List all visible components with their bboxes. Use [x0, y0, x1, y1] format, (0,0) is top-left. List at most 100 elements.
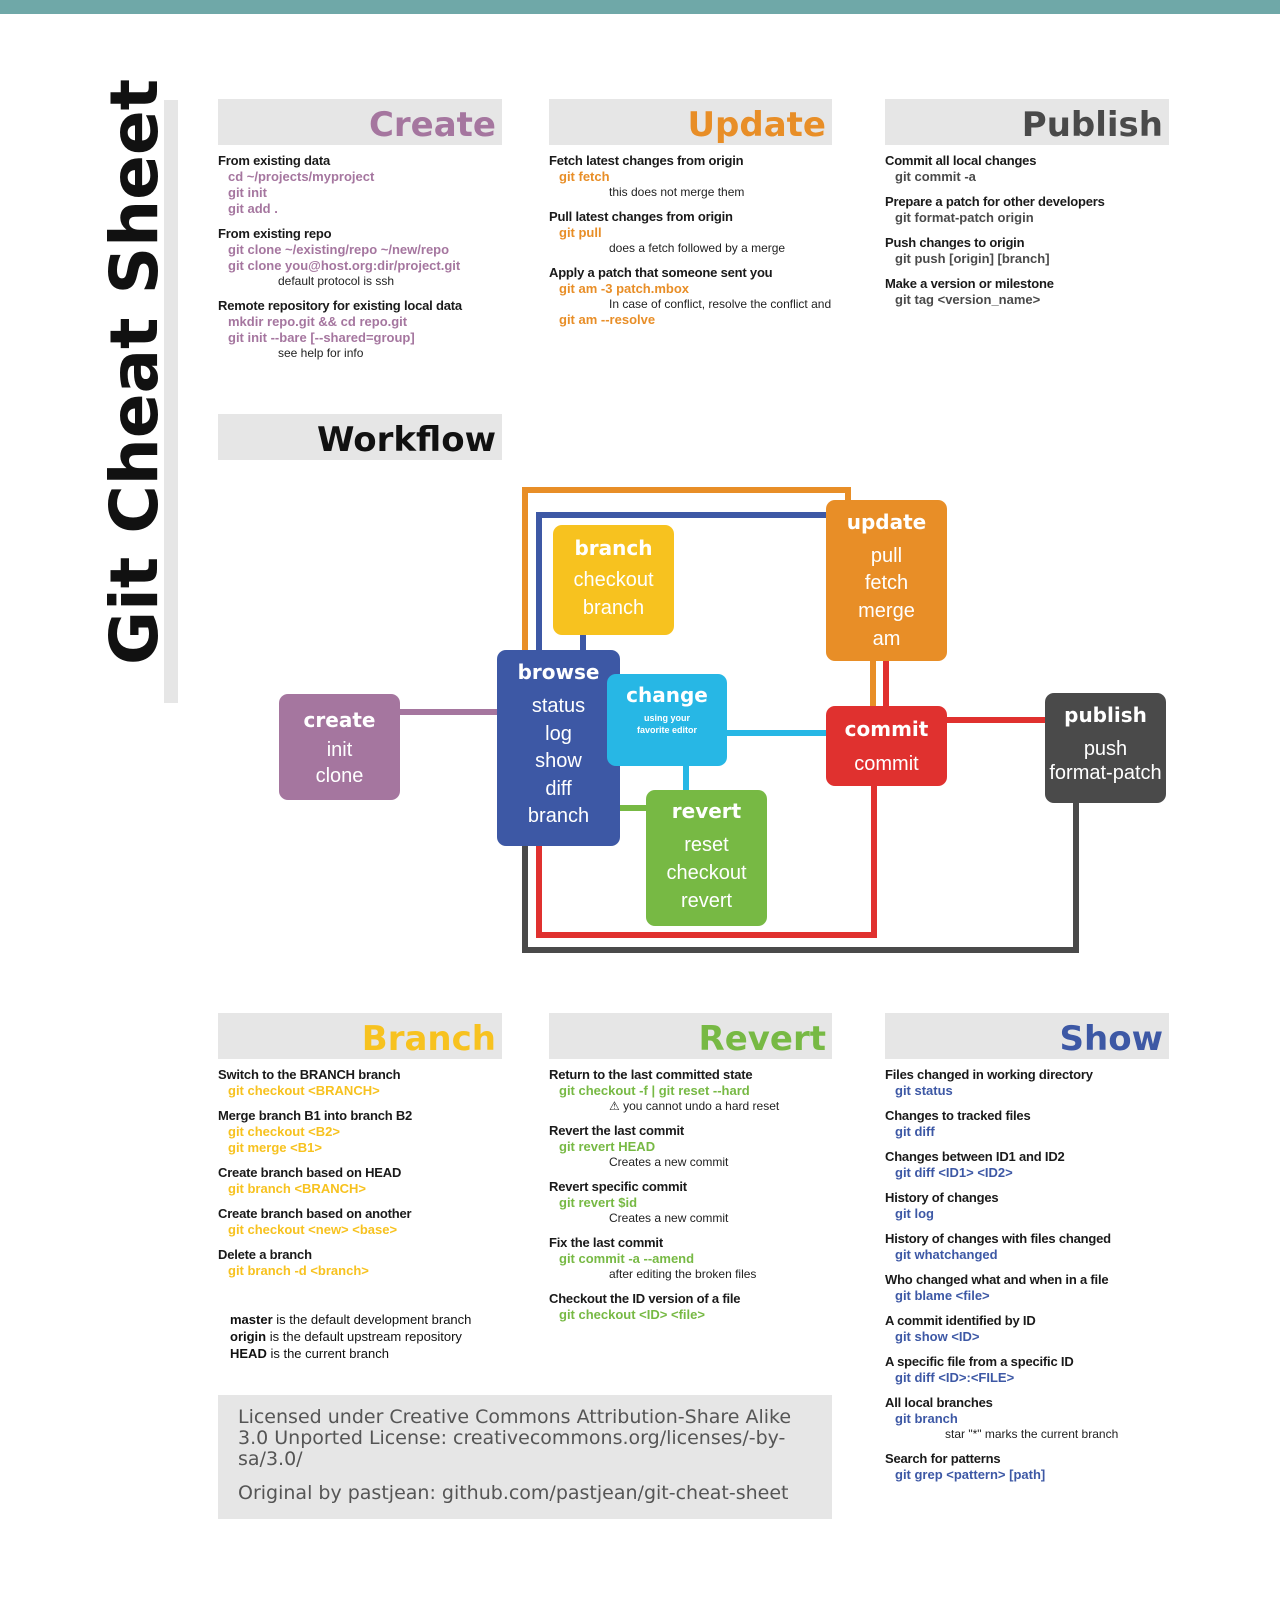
command-code: git commit -a --amend: [559, 1251, 695, 1266]
command-code: git diff <ID1> <ID2>: [895, 1165, 1013, 1180]
command-item: Push changes to origin git push [origin] …: [885, 235, 1169, 267]
command-item: Changes to tracked files git diff: [885, 1108, 1169, 1140]
command-item: A specific file from a specific ID git di…: [885, 1354, 1169, 1386]
section-heading-show: Show: [885, 1013, 1169, 1059]
command-note: after editing the broken files: [609, 1267, 757, 1281]
command-code: git push [origin] [branch]: [895, 251, 1050, 266]
command-item: Merge branch B1 into branch B2 git checko…: [218, 1108, 502, 1156]
command-item: History of changes with files changed git…: [885, 1231, 1169, 1263]
command-description: From existing repo: [218, 226, 332, 241]
command-code: git checkout <ID> <file>: [559, 1307, 705, 1322]
workflow-box-title-publish: publish: [1064, 703, 1147, 727]
command-item: Prepare a patch for other developers git …: [885, 194, 1169, 226]
workflow-box-title-revert: revert: [672, 799, 742, 823]
command-code: git checkout <B2>: [228, 1124, 340, 1139]
connector-browse-update-inner: [536, 512, 826, 650]
section-heading-publish: Publish: [885, 99, 1169, 145]
command-description: Pull latest changes from origin: [549, 209, 733, 224]
command-description: Delete a branch: [218, 1247, 312, 1262]
command-description: Create branch based on HEAD: [218, 1165, 402, 1180]
command-code: git branch: [895, 1411, 958, 1426]
command-item: Revert the last commit git revert HEAD Cre…: [549, 1123, 832, 1170]
workflow-box-revert: [646, 790, 767, 926]
workflow-box-line-update: pull: [871, 545, 902, 567]
command-description: Fix the last commit: [549, 1235, 663, 1250]
workflow-box-title-commit: commit: [845, 717, 929, 741]
command-item: Fetch latest changes from origin git fetc…: [549, 153, 832, 200]
command-code: mkdir repo.git && cd repo.git: [228, 314, 408, 329]
workflow-box-line-commit: commit: [854, 753, 919, 775]
command-item: Remote repository for existing local dat…: [218, 298, 502, 361]
command-note: ⚠ you cannot undo a hard reset: [609, 1099, 780, 1113]
command-description: Commit all local changes: [885, 153, 1037, 168]
workflow-box-line-publish: push: [1084, 738, 1127, 760]
command-code: git am --resolve: [559, 312, 656, 327]
command-item: History of changes git log: [885, 1190, 1169, 1222]
workflow-box-line-update: am: [873, 628, 901, 650]
command-code: git status: [895, 1083, 953, 1098]
workflow-box-line-browse: status: [532, 695, 585, 717]
command-item: Fix the last commit git commit -a --amend…: [549, 1235, 832, 1282]
section-body-update: Fetch latest changes from origin git fetc…: [549, 145, 832, 328]
command-code: git merge <B1>: [228, 1140, 322, 1155]
command-description: Changes to tracked files: [885, 1108, 1031, 1123]
command-code: git branch -d <branch>: [228, 1263, 369, 1278]
license-text: Licensed under Creative Commons Attribut…: [238, 1406, 792, 1470]
command-item: All local branches git branch star "*" mar…: [885, 1395, 1169, 1442]
workflow-box-note-change: using your: [644, 713, 690, 723]
workflow-box-change: [607, 674, 727, 766]
command-code: git format-patch origin: [895, 210, 1034, 225]
command-code: git checkout <new> <base>: [228, 1222, 398, 1237]
workflow-box-note-change: favorite editor: [637, 725, 698, 735]
command-description: Prepare a patch for other developers: [885, 194, 1105, 209]
command-description: Search for patterns: [885, 1451, 1001, 1466]
section-heading-revert: Revert: [549, 1013, 832, 1059]
workflow-box-line-revert: reset: [684, 834, 729, 856]
command-note: does a fetch followed by a merge: [609, 241, 786, 255]
workflow-box-line-create: clone: [316, 765, 364, 787]
command-note: star "*" marks the current branch: [945, 1427, 1119, 1441]
section-heading-update: Update: [549, 99, 832, 145]
command-description: Revert the last commit: [549, 1123, 685, 1138]
command-code: git diff <ID>:<FILE>: [895, 1370, 1015, 1385]
section-publish: Publish Commit all local changes git comm…: [885, 99, 1169, 317]
command-note: Creates a new commit: [609, 1155, 729, 1169]
workflow-box-branch: [553, 525, 674, 635]
section-body-revert: Return to the last committed state git ch…: [549, 1059, 832, 1323]
command-item: Pull latest changes from origin git pull d…: [549, 209, 832, 256]
command-item: A commit identified by ID git show <ID>: [885, 1313, 1169, 1345]
section-update: Update Fetch latest changes from origin g…: [549, 99, 832, 337]
workflow-box-update: [826, 500, 947, 661]
command-description: Changes between ID1 and ID2: [885, 1149, 1065, 1164]
command-description: Merge branch B1 into branch B2: [218, 1108, 413, 1123]
command-item: Files changed in working directory git st…: [885, 1067, 1169, 1099]
workflow-box-line-create: init: [327, 739, 353, 761]
command-code: cd ~/projects/myproject: [228, 169, 375, 184]
command-item: Apply a patch that someone sent you git a…: [549, 265, 832, 328]
command-item: Search for patterns git grep <pattern> [p…: [885, 1451, 1169, 1483]
command-item: Checkout the ID version of a file git che…: [549, 1291, 832, 1323]
branch-footnotes: master is the default development branch…: [230, 1311, 471, 1362]
command-item: Commit all local changes git commit -a: [885, 153, 1169, 185]
command-code: git whatchanged: [895, 1247, 998, 1262]
workflow-box-title-branch: branch: [574, 536, 652, 560]
command-code: git diff: [895, 1124, 935, 1139]
command-code: git clone ~/existing/repo ~/new/repo: [228, 242, 450, 257]
connector-browse-publish: [522, 800, 1079, 953]
command-code: git branch <BRANCH>: [228, 1181, 366, 1196]
workflow-box-line-update: merge: [858, 600, 915, 622]
command-note: see help for info: [278, 346, 364, 360]
workflow-box-line-revert: revert: [681, 890, 733, 912]
section-body-create: From existing data cd ~/projects/myprojec…: [218, 145, 502, 361]
workflow-box-line-revert: checkout: [666, 862, 746, 884]
license-box: Licensed under Creative Commons Attribut…: [218, 1395, 832, 1519]
command-description: Apply a patch that someone sent you: [549, 265, 773, 280]
section-heading-create: Create: [218, 99, 502, 145]
workflow-box-line-publish: format-patch: [1049, 762, 1161, 784]
command-note: default protocol is ssh: [278, 274, 395, 288]
command-item: Make a version or milestone git tag <vers…: [885, 276, 1169, 308]
attribution-text: Original by pastjean: github.com/pastjea…: [238, 1482, 789, 1504]
command-code: git add .: [228, 201, 278, 216]
command-description: Checkout the ID version of a file: [549, 1291, 741, 1306]
